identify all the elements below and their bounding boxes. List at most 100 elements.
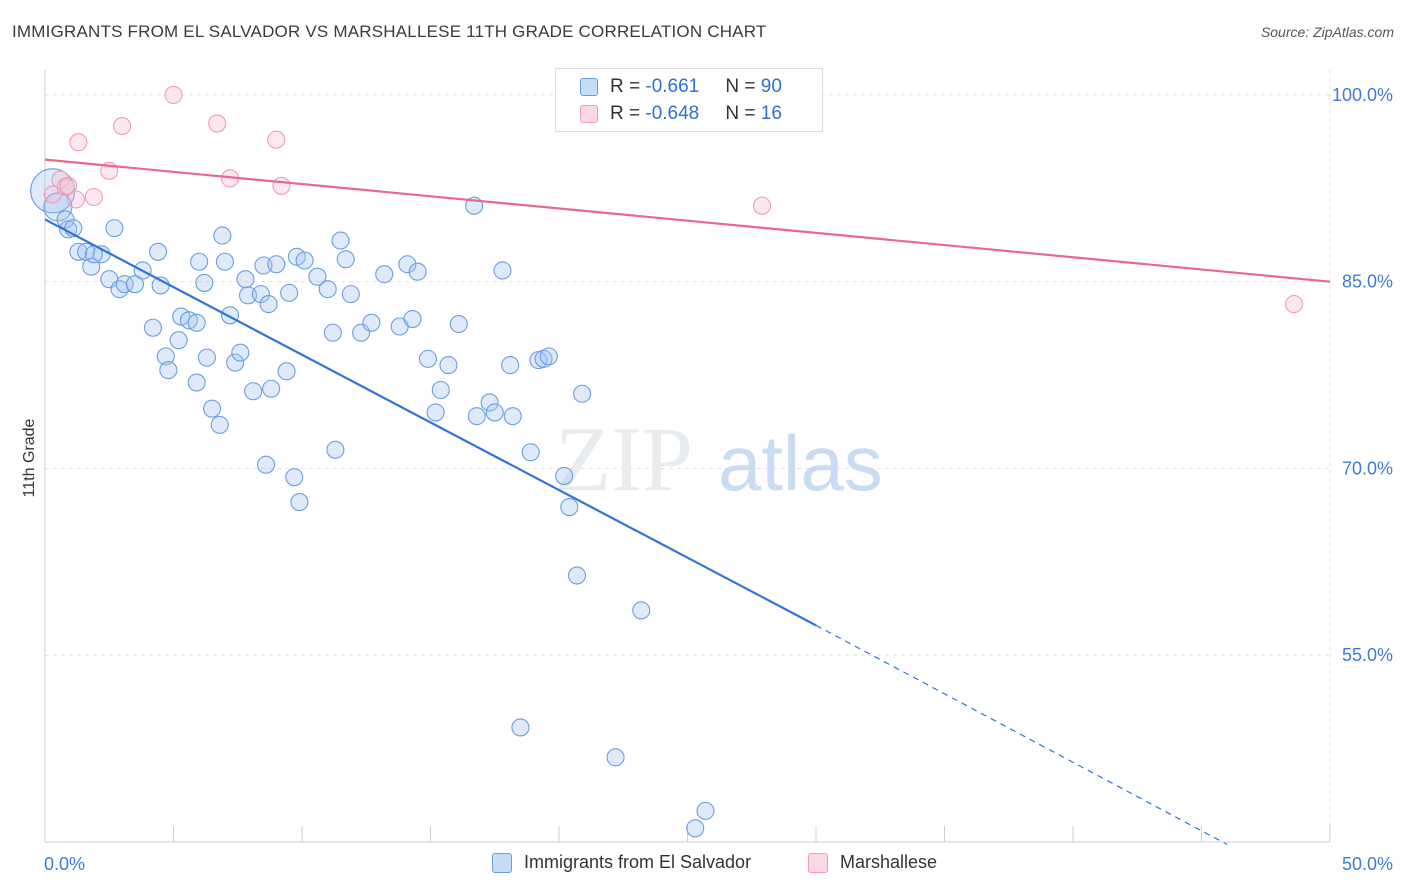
- el-salvador-point: [503, 407, 522, 426]
- marshallese-point: [59, 176, 78, 195]
- stats-legend: R = -0.661 N = 90 R = -0.648 N = 16: [555, 68, 823, 132]
- el-salvador-point: [449, 314, 468, 334]
- el-salvador-point: [236, 270, 255, 289]
- el-salvador-point: [431, 380, 450, 400]
- y-tick-label: 70.0%: [1342, 458, 1393, 478]
- el-salvador-point: [267, 255, 286, 274]
- el-salvador-point: [203, 399, 222, 418]
- tick-labels: 100.0% 85.0% 70.0% 55.0% 0.0% 50.0%: [44, 85, 1393, 874]
- el-salvador-point: [696, 801, 715, 820]
- el-salvador-point: [467, 407, 486, 426]
- el-salvador-point: [555, 466, 574, 485]
- el-salvador-point: [290, 493, 309, 512]
- el-salvador-point: [426, 403, 445, 422]
- y-tick-label: 100.0%: [1332, 85, 1393, 105]
- el-salvador-point: [606, 748, 625, 767]
- y-axis-label: 11th Grade: [21, 418, 38, 497]
- el-salvador-point: [511, 718, 530, 737]
- el-salvador-point: [197, 348, 216, 367]
- marshallese-point: [752, 196, 772, 215]
- legend-item-el-salvador[interactable]: Immigrants from El Salvador: [492, 852, 751, 873]
- el-salvador-point: [567, 566, 587, 585]
- legend-label: Marshallese: [840, 852, 938, 872]
- n-label: N =: [725, 103, 761, 124]
- el-salvador-point: [125, 275, 144, 294]
- y-tick-label: 55.0%: [1342, 645, 1393, 665]
- source-credit: Source: ZipAtlas.com: [1260, 24, 1394, 40]
- el-salvador-point: [251, 285, 270, 304]
- el-salvador-trend-line: [44, 218, 817, 627]
- el-salvador-point: [190, 252, 209, 271]
- x-tick-label: 50.0%: [1342, 854, 1393, 874]
- stats-legend-row-el-salvador: R = -0.661 N = 90: [580, 74, 782, 100]
- x-tick-label: 0.0%: [44, 854, 85, 874]
- el-salvador-point: [256, 455, 276, 474]
- marshallese-point: [272, 176, 291, 195]
- el-salvador-point: [480, 393, 499, 412]
- marshallese-point: [66, 190, 85, 209]
- watermark-atlas: atlas: [718, 419, 883, 507]
- marshallese-point: [84, 187, 103, 207]
- marshallese-legend-swatch: [808, 852, 828, 873]
- el-salvador-point: [69, 242, 88, 261]
- el-salvador-point: [308, 267, 327, 286]
- el-salvador-point: [238, 286, 258, 305]
- marshallese-swatch: [580, 105, 598, 123]
- el-salvador-point: [341, 285, 360, 304]
- el-salvador-point: [280, 283, 299, 302]
- el-salvador-point: [295, 251, 314, 270]
- el-salvador-point: [318, 280, 337, 299]
- el-salvador-point: [331, 231, 350, 250]
- r-value: -0.661: [645, 76, 700, 97]
- el-salvador-point: [215, 252, 234, 271]
- y-tick-label: 85.0%: [1342, 272, 1393, 292]
- el-salvador-point: [418, 349, 437, 368]
- marshallese-point: [113, 116, 132, 136]
- el-salvador-point: [226, 353, 245, 372]
- series-legend: Immigrants from El Salvador Marshallese: [0, 852, 1406, 878]
- el-salvador-point: [105, 219, 124, 238]
- el-salvador-point: [573, 384, 592, 403]
- legend-item-marshallese[interactable]: Marshallese: [808, 852, 937, 873]
- marshallese-point: [1284, 295, 1304, 314]
- el-salvador-point: [403, 309, 422, 329]
- el-salvador-point: [149, 242, 168, 261]
- el-salvador-point: [195, 273, 214, 292]
- el-salvador-point: [285, 468, 304, 487]
- n-value: 16: [760, 103, 782, 124]
- watermark-zip: ZIP: [555, 408, 693, 510]
- el-salvador-point: [169, 331, 188, 350]
- el-salvador-point: [398, 255, 417, 274]
- el-salvador-point: [323, 323, 342, 342]
- el-salvador-point: [254, 256, 273, 275]
- el-salvador-point: [539, 347, 558, 366]
- el-salvador-point: [231, 343, 250, 362]
- el-salvador-point: [187, 373, 206, 392]
- el-salvador-point: [277, 362, 296, 381]
- el-salvador-point: [439, 356, 458, 375]
- el-salvador-point: [143, 318, 162, 337]
- el-salvador-point: [375, 265, 394, 284]
- el-salvador-point: [159, 361, 178, 380]
- el-salvador-point: [485, 403, 504, 422]
- stats-legend-row-marshallese: R = -0.648 N = 16: [580, 101, 782, 127]
- el-salvador-point: [560, 498, 579, 517]
- marshallese-point: [164, 85, 183, 104]
- r-label: R =: [610, 103, 646, 124]
- el-salvador-point: [213, 226, 232, 245]
- r-value: -0.648: [645, 103, 700, 124]
- el-salvador-point: [521, 443, 540, 462]
- el-salvador-trend-extension: [815, 624, 1228, 846]
- marshallese-point: [69, 133, 88, 152]
- legend-label: Immigrants from El Salvador: [524, 852, 752, 872]
- n-value: 90: [760, 76, 782, 97]
- chart-title: IMMIGRANTS FROM EL SALVADOR VS MARSHALLE…: [12, 22, 767, 41]
- el-salvador-legend-swatch: [492, 852, 512, 873]
- el-salvador-swatch: [580, 78, 598, 96]
- el-salvador-point: [336, 250, 355, 269]
- el-salvador-point: [493, 261, 512, 280]
- el-salvador-point: [259, 295, 278, 314]
- el-salvador-point: [632, 601, 651, 620]
- el-salvador-point: [326, 440, 345, 459]
